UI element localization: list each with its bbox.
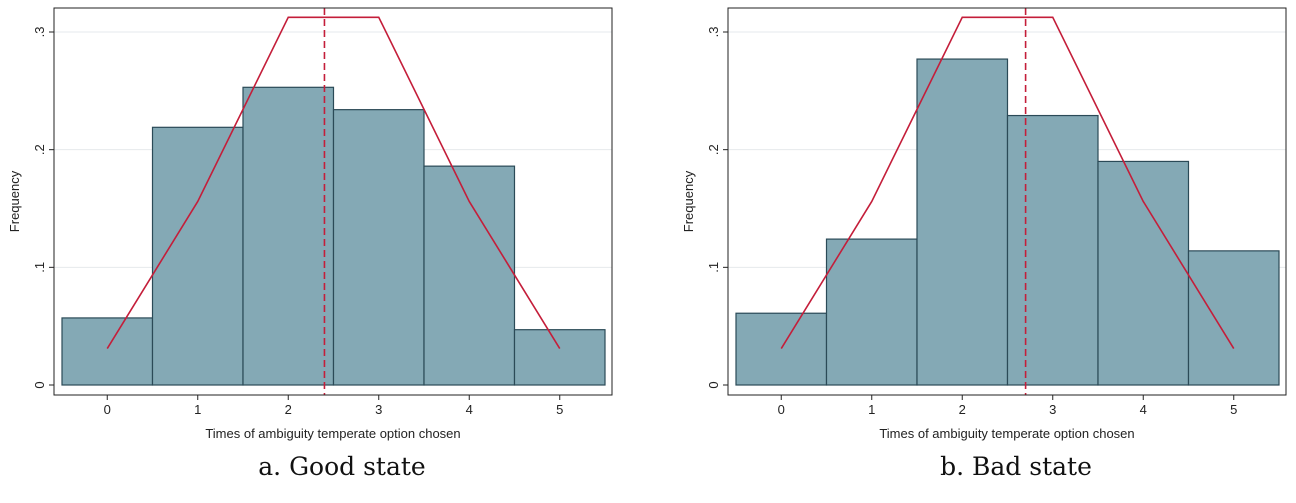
bar-4 <box>423 165 516 386</box>
y-tick-label-1: .1 <box>32 262 47 273</box>
bar-0 <box>61 317 154 386</box>
x-tick-label-5: 5 <box>1230 402 1237 417</box>
x-tick-label-2: 2 <box>959 402 966 417</box>
bar-4 <box>1097 160 1190 386</box>
y-tick-label-1: .1 <box>706 262 721 273</box>
x-tick-label-5: 5 <box>556 402 563 417</box>
plot-frame <box>727 7 1287 396</box>
y-tick-label-2: .2 <box>32 144 47 155</box>
bar-3 <box>1006 114 1099 386</box>
x-tick-label-3: 3 <box>1049 402 1056 417</box>
x-tick-label-0: 0 <box>778 402 785 417</box>
bar-2 <box>916 58 1009 386</box>
bar-3 <box>332 109 425 386</box>
y-axis-label: Frequency <box>681 170 696 232</box>
x-tick-label-1: 1 <box>194 402 201 417</box>
y-tick-label-3: .3 <box>32 27 47 38</box>
y-axis-label: Frequency <box>7 170 22 232</box>
x-tick-label-1: 1 <box>868 402 875 417</box>
x-tick-label-2: 2 <box>285 402 292 417</box>
x-axis-label: Times of ambiguity temperate option chos… <box>205 426 460 441</box>
bar-5 <box>513 329 606 386</box>
chart-panel-a: 0 .1 .2 .3 0 1 2 3 4 5 Times of ambiguity temperat… <box>7 7 613 441</box>
y-tick-label-0: 0 <box>32 381 47 388</box>
chart-panel-b: 0 .1 .2 .3 0 1 2 3 4 5 Times of ambiguity temperat… <box>681 7 1287 441</box>
bar-2 <box>242 86 335 386</box>
x-tick-label-4: 4 <box>1140 402 1147 417</box>
caption-b: b. Bad state <box>940 452 1092 481</box>
plot-frame <box>53 7 613 396</box>
x-tick-label-0: 0 <box>104 402 111 417</box>
x-tick-label-3: 3 <box>375 402 382 417</box>
bar-0 <box>735 312 828 386</box>
y-tick-label-2: .2 <box>706 144 721 155</box>
caption-a: a. Good state <box>258 452 426 481</box>
bar-1 <box>825 238 918 386</box>
overlay-line <box>106 16 561 349</box>
overlay-line <box>780 16 1235 349</box>
y-tick-label-0: 0 <box>706 381 721 388</box>
x-tick-label-4: 4 <box>466 402 473 417</box>
y-tick-label-3: .3 <box>706 27 721 38</box>
x-axis-label: Times of ambiguity temperate option chos… <box>879 426 1134 441</box>
bar-1 <box>151 126 244 386</box>
bar-5 <box>1187 250 1280 386</box>
